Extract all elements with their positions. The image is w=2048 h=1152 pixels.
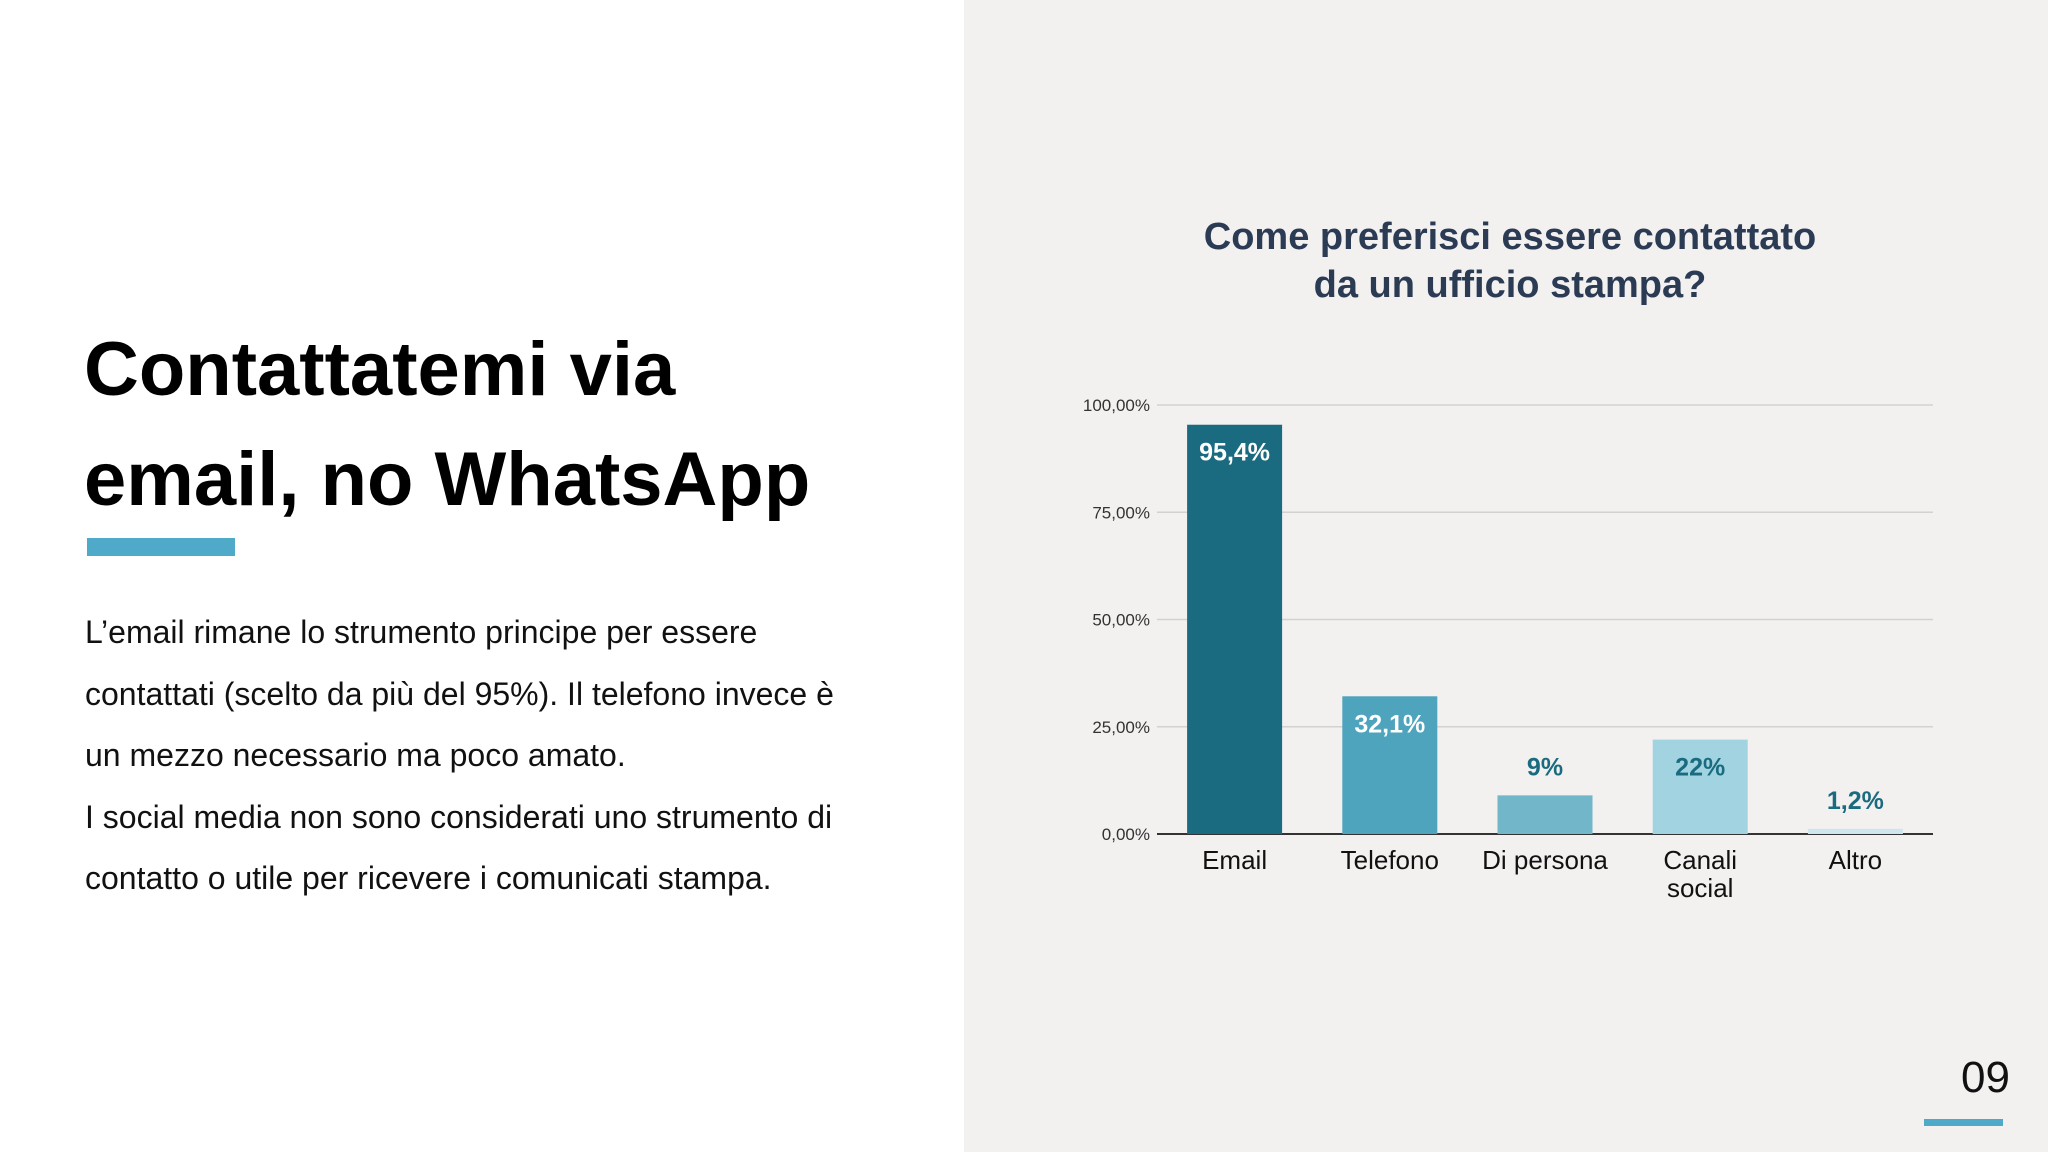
y-tick-label: 100,00% — [1083, 396, 1150, 415]
bar-value-label: 9% — [1527, 753, 1563, 781]
chart-title-line: da un ufficio stampa? — [1313, 264, 1707, 306]
x-tick-label: Altro — [1829, 845, 1882, 875]
slide-title: Contattatemi via email, no WhatsApp — [84, 315, 944, 535]
chart-title: Come preferisci essere contattato da un … — [1110, 213, 1910, 309]
bar-value-label: 32,1% — [1354, 710, 1425, 738]
slide-title-line: Contattatemi via — [84, 327, 676, 412]
bar — [1187, 424, 1283, 834]
bar — [1497, 795, 1593, 834]
x-tick-label: social — [1667, 873, 1733, 903]
bar-value-label: 22% — [1675, 754, 1725, 782]
bar-chart: 0,00% 25,00% 50,00% 75,00% 100,00% 95,4% Email… — [1083, 396, 1933, 903]
slide-title-line: email, no WhatsApp — [84, 437, 811, 522]
body-line: I social media non sono considerati uno … — [85, 798, 833, 835]
y-tick-label: 0,00% — [1102, 825, 1150, 844]
bar — [1807, 828, 1903, 834]
x-tick-label: Di persona — [1482, 845, 1608, 875]
bar — [1652, 739, 1748, 834]
body-text: L’email rimane lo strumento principe per… — [85, 602, 965, 910]
x-tick-label: Email — [1202, 845, 1267, 875]
body-line: un mezzo necessario ma poco amato. — [85, 737, 626, 773]
body-line: L’email rimane lo strumento principe per… — [85, 614, 758, 650]
page-number-underline — [1924, 1119, 2003, 1126]
x-tick-label: Canali — [1663, 845, 1737, 875]
body-line: contatto o utile per ricevere i comunica… — [85, 860, 772, 896]
right-panel — [964, 0, 2048, 1152]
bar-value-label: 1,2% — [1827, 787, 1884, 815]
left-panel — [0, 0, 964, 1152]
bar — [1342, 696, 1438, 834]
body-line: contattati (scelto da più del 95%). Il t… — [85, 675, 834, 712]
y-tick-label: 50,00% — [1092, 611, 1150, 630]
x-tick-label: Telefono — [1341, 845, 1439, 875]
y-tick-label: 25,00% — [1092, 718, 1150, 737]
chart-title-line: Come preferisci essere contattato — [1203, 216, 1817, 258]
y-tick-label: 75,00% — [1092, 503, 1150, 522]
bar-value-label: 95,4% — [1199, 439, 1270, 467]
page-number: 09 — [1961, 1053, 2010, 1102]
title-underline — [87, 538, 235, 556]
